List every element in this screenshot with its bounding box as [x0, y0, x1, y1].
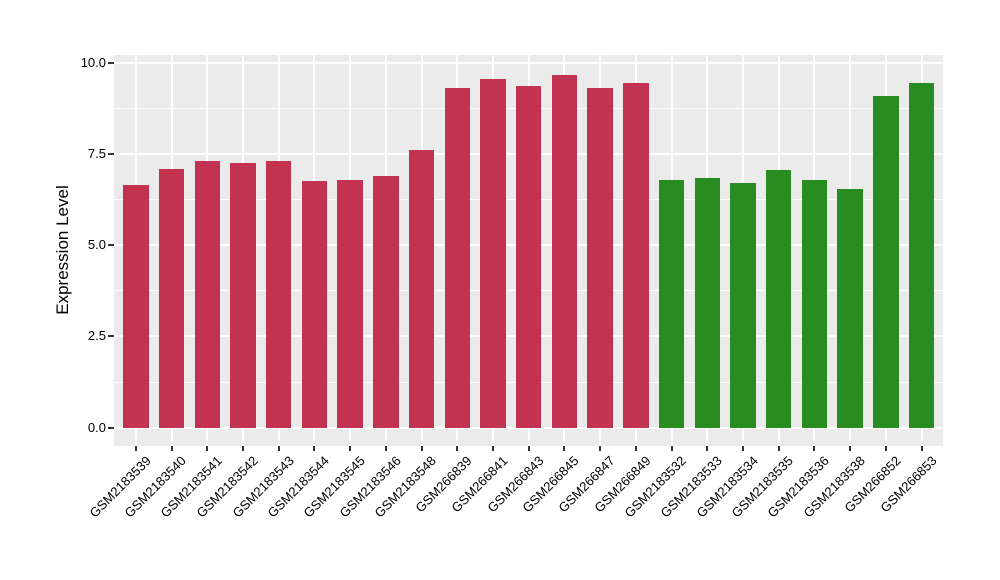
y-tick-label: 10.0: [80, 54, 106, 70]
y-tick-mark: [108, 426, 114, 429]
bar-GSM266853: [908, 82, 935, 428]
bar-GSM2183535: [765, 170, 792, 428]
x-tick-mark: [920, 446, 923, 451]
bar-GSM2183544: [301, 181, 328, 428]
x-tick-mark: [134, 446, 137, 451]
bar-GSM2183545: [337, 179, 363, 428]
x-tick-mark: [599, 446, 602, 451]
bar-GSM2183543: [265, 161, 292, 428]
x-tick-mark: [242, 446, 245, 451]
y-tick-mark: [108, 152, 114, 155]
y-tick-mark: [108, 61, 114, 64]
x-tick-mark: [170, 446, 173, 451]
bar-GSM2183539: [123, 184, 149, 428]
x-tick-mark: [813, 446, 816, 451]
bar-GSM2183546: [373, 175, 399, 428]
x-tick-mark: [313, 446, 316, 451]
x-tick-mark: [884, 446, 887, 451]
bar-GSM266845: [551, 75, 578, 428]
plot-panel: [114, 55, 943, 446]
x-tick-mark: [384, 446, 387, 451]
bar-GSM266852: [873, 95, 899, 428]
x-tick-mark: [206, 446, 209, 451]
bar-GSM2183540: [158, 168, 185, 428]
x-tick-mark: [634, 446, 637, 451]
bar-GSM2183542: [230, 163, 256, 428]
x-tick-mark: [777, 446, 780, 451]
bar-GSM266841: [480, 79, 506, 428]
x-tick-mark: [420, 446, 423, 451]
bar-GSM2183548: [408, 150, 435, 428]
y-tick-label: 2.5: [87, 328, 106, 344]
y-tick-mark: [108, 335, 114, 338]
x-tick-mark: [527, 446, 530, 451]
bar-GSM2183536: [801, 179, 828, 428]
x-tick-mark: [741, 446, 744, 451]
bar-GSM266847: [587, 88, 613, 428]
x-tick-mark: [349, 446, 352, 451]
bar-GSM266843: [515, 86, 542, 428]
x-tick-mark: [670, 446, 673, 451]
bar-GSM2183533: [694, 177, 720, 428]
x-tick-mark: [456, 446, 459, 451]
y-tick-mark: [108, 244, 114, 247]
bar-GSM2183541: [194, 161, 221, 428]
x-tick-mark: [849, 446, 852, 451]
x-tick-mark: [277, 446, 280, 451]
y-tick-label: 7.5: [87, 145, 106, 161]
y-axis-title: Expression Level: [53, 185, 72, 315]
bar-GSM266849: [623, 82, 649, 428]
x-tick-mark: [563, 446, 566, 451]
bar-GSM266839: [444, 88, 471, 428]
y-tick-label: 0.0: [87, 419, 106, 435]
bar-GSM2183538: [837, 188, 863, 428]
bar-GSM2183534: [730, 183, 756, 428]
y-tick-label: 5.0: [87, 237, 106, 253]
x-tick-mark: [706, 446, 709, 451]
bar-GSM2183532: [658, 179, 685, 428]
x-tick-mark: [492, 446, 494, 451]
